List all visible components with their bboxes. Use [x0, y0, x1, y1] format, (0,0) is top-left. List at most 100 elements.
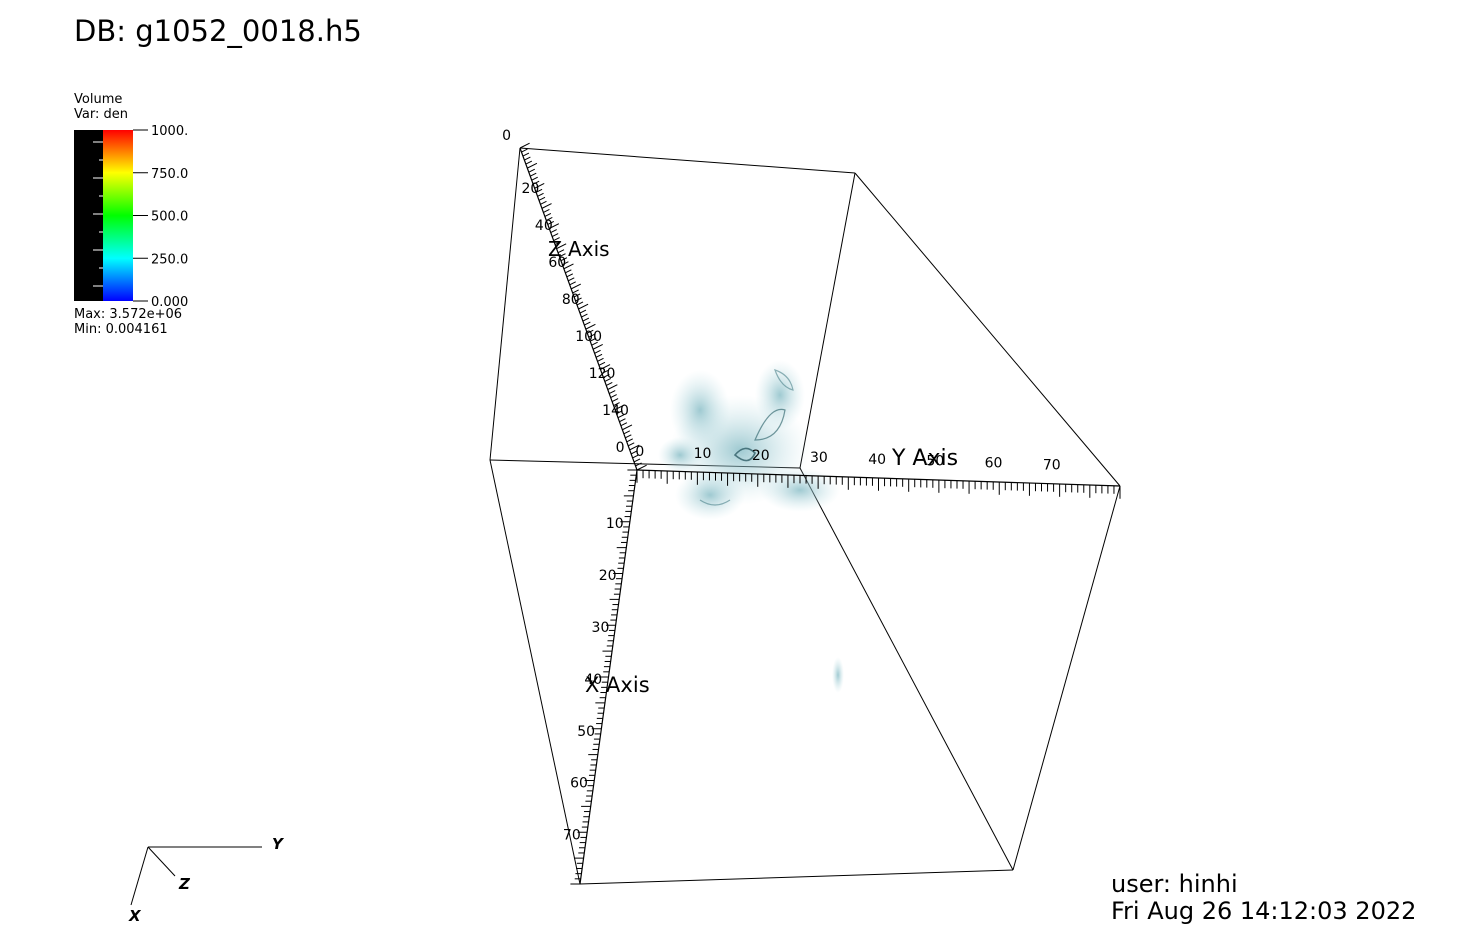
axis-tick	[556, 243, 567, 250]
axis-tick	[519, 142, 530, 149]
axis-tick	[565, 269, 572, 274]
legend-max: Max: 3.572e+06	[74, 307, 183, 322]
axis-tick	[550, 229, 557, 233]
axis-tick	[569, 281, 576, 286]
legend-colorbar: 1000. 750.0 500.0 250.0 0.000	[74, 124, 188, 310]
axis-tick	[535, 188, 543, 193]
axis-tick	[616, 410, 623, 415]
axis-tick	[559, 253, 566, 258]
axis-tick	[603, 373, 610, 378]
axis-tick	[530, 172, 537, 177]
axis-tick	[582, 317, 590, 322]
axis-tick	[635, 462, 642, 467]
axis-tick	[568, 277, 575, 282]
axis-tick	[525, 160, 533, 165]
axis-tick-label: 0	[616, 440, 625, 456]
axis-tick	[611, 398, 619, 403]
axis-tick	[534, 183, 545, 189]
axis-tick	[591, 341, 598, 346]
triad-x-label: X	[128, 907, 142, 925]
axis-tick	[560, 257, 568, 262]
axis-tick-label: 120	[589, 366, 616, 382]
axis-tick-label: 140	[602, 403, 629, 419]
axis-tick	[625, 434, 632, 439]
axis-tick	[551, 233, 559, 237]
axis-tick-label: 30	[810, 450, 828, 466]
axis-tick	[601, 369, 609, 374]
axis-tick	[588, 333, 595, 338]
axis-tick	[617, 414, 625, 419]
axis-tick	[521, 148, 528, 153]
axis-tick	[594, 349, 601, 354]
timestamp-label: Fri Aug 26 14:12:03 2022	[1111, 897, 1417, 925]
axis-tick-label: 20	[521, 181, 539, 197]
axis-tick	[581, 313, 588, 318]
axis-tick	[531, 176, 538, 181]
axis-tick	[608, 390, 616, 394]
axis-tick	[630, 450, 638, 455]
axis-tick	[576, 301, 584, 306]
axis-tick-label: 60	[985, 456, 1003, 472]
legend-opacity-bar	[74, 130, 103, 301]
y-axis-title: Y Axis	[891, 446, 958, 471]
axis-tick	[527, 162, 538, 169]
axis-tick	[598, 361, 606, 366]
axis-tick	[620, 422, 628, 427]
axis-tick	[632, 454, 639, 459]
axis-tick	[522, 152, 530, 157]
legend-tick-label: 500.0	[151, 210, 188, 225]
axis-tick	[587, 329, 594, 334]
axis-tick-label: 100	[575, 329, 602, 345]
axis-tick	[623, 430, 631, 435]
legend-ticks: 1000. 750.0 500.0 250.0 0.000	[133, 124, 188, 310]
axis-tick-label: 30	[592, 620, 610, 636]
x-axis-title: X Axis	[585, 673, 650, 697]
axis-tick	[528, 168, 535, 173]
axis-tick	[549, 223, 560, 229]
axis-tick	[532, 180, 540, 185]
axis-tick	[595, 353, 603, 358]
legend-plot-type: Volume	[74, 92, 123, 107]
axis-tick-label: 60	[548, 255, 566, 271]
axis-tick	[537, 192, 544, 197]
axis-tick	[592, 344, 603, 350]
axis-tick	[614, 404, 625, 411]
triad-y-label: Y	[272, 835, 285, 853]
axis-tick	[538, 196, 546, 201]
axis-tick	[636, 464, 647, 471]
axis-tick	[619, 418, 626, 423]
legend-tick-label: 1000.	[151, 124, 188, 139]
axis-tick-label: 50	[577, 724, 595, 740]
axis-tick	[629, 444, 640, 451]
axis-tick	[557, 249, 565, 254]
axis-tick	[607, 384, 618, 390]
legend-color-gradient	[103, 130, 133, 301]
axis-tick	[578, 303, 589, 310]
z-axis-title: Z Axis	[548, 237, 610, 261]
axis-tick-labels: 0 10 20 30 40 50 60 70 10 20 30 40 50 60 70 0 20 40 60 80 10…	[502, 128, 1061, 844]
legend-min: Min: 0.004161	[74, 322, 168, 337]
axis-tick	[628, 442, 635, 447]
axis-tick	[553, 237, 560, 242]
axis-tick	[606, 382, 613, 386]
axis-tick	[541, 203, 552, 209]
axis-tick	[626, 438, 633, 443]
axis-tick	[584, 321, 591, 326]
axis-tick-label: 80	[562, 292, 580, 308]
axis-tick	[546, 217, 553, 221]
orientation-triad: Y Z X	[128, 835, 285, 925]
user-label: user: hinhi	[1111, 870, 1238, 898]
axis-tick	[633, 458, 641, 463]
axis-tick-label: 40	[584, 672, 602, 688]
axis-tick-label: 60	[570, 776, 588, 792]
axis-tick	[579, 309, 587, 314]
legend-header: Volume Var: den	[74, 92, 128, 122]
legend-minmax: Max: 3.572e+06 Min: 0.004161	[74, 307, 182, 337]
axis-tick	[540, 200, 547, 205]
axis-tick-label: 20	[752, 448, 770, 464]
legend-tick-label: 0.000	[151, 295, 188, 310]
axis-tick	[547, 221, 555, 225]
axis-tick	[566, 273, 574, 278]
triad-z-label: Z	[178, 875, 191, 893]
